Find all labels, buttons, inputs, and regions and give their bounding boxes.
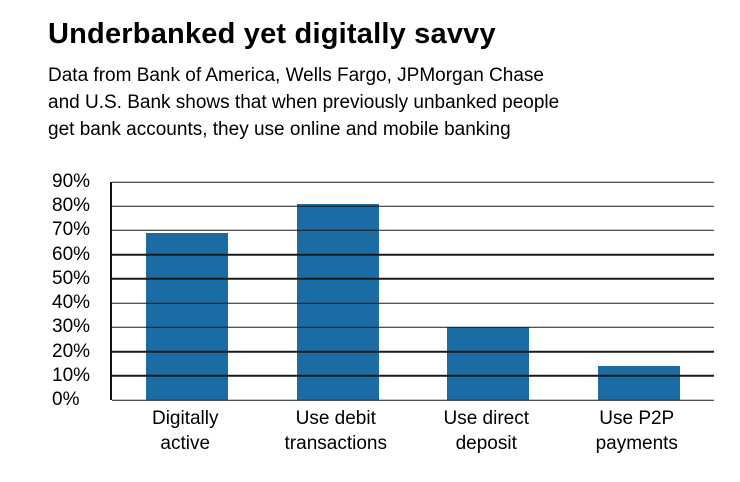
y-tick-label: 50% — [52, 267, 91, 289]
gridline — [112, 399, 714, 401]
gridline — [112, 326, 714, 329]
bar-use-direct-deposit — [447, 327, 530, 400]
x-tick-label-line: active — [160, 433, 211, 454]
x-tick-label: Use P2P payments — [562, 406, 713, 456]
x-tick-label: Use direct deposit — [411, 406, 562, 456]
gridline — [112, 375, 714, 377]
x-tick-label: Digitally active — [110, 406, 261, 456]
x-tick-label-line: payments — [595, 433, 678, 454]
x-axis: Digitally active Use debit transactions Use … — [110, 406, 712, 456]
x-tick-label-line: deposit — [455, 433, 517, 454]
subtitle-line-2: and U.S. Bank shows that when previously… — [48, 92, 560, 113]
gridline — [112, 181, 714, 183]
chart-title: Underbanked yet digitally savvy — [48, 18, 496, 50]
bar-slot — [413, 182, 564, 400]
bar-slot — [564, 182, 715, 400]
bar-digitally-active — [146, 232, 229, 400]
bar-slot — [112, 182, 263, 400]
gridline — [112, 229, 714, 232]
y-tick-label: 40% — [52, 292, 91, 314]
x-tick-label-line: Use debit — [295, 408, 376, 429]
bar-use-debit-transactions — [296, 203, 379, 400]
gridline — [112, 350, 714, 353]
y-tick-label: 20% — [52, 340, 91, 362]
bar-use-p2p-payments — [597, 366, 680, 400]
y-axis: 0% 10% 20% 30% 40% 50% 60% 70% 80% 90% — [52, 171, 106, 410]
gridline — [112, 278, 714, 280]
bars-container — [112, 182, 714, 400]
gridline — [112, 302, 714, 304]
x-tick-label-line: Use direct — [443, 408, 530, 429]
x-tick-label-line: transactions — [284, 433, 387, 454]
subtitle-line-1: Data from Bank of America, Wells Fargo, … — [48, 65, 544, 86]
subtitle-line-3: get bank accounts, they use online and m… — [48, 119, 511, 140]
plot-area — [110, 181, 714, 401]
bar-slot — [263, 182, 414, 400]
gridline — [112, 205, 714, 207]
y-tick-label: 90% — [52, 171, 91, 192]
y-tick-label: 80% — [52, 195, 91, 217]
x-tick-label: Use debit transactions — [261, 406, 412, 456]
x-tick-label-line: Digitally — [151, 408, 219, 429]
y-tick-label: 30% — [52, 316, 91, 338]
y-tick-label: 60% — [52, 243, 91, 265]
y-tick-label: 70% — [52, 219, 91, 241]
y-tick-label: 0% — [52, 389, 80, 410]
chart-subtitle: Data from Bank of America, Wells Fargo, … — [48, 62, 559, 143]
gridline — [112, 253, 714, 256]
x-tick-label-line: Use P2P — [599, 408, 675, 429]
y-tick-label: 10% — [52, 364, 91, 386]
